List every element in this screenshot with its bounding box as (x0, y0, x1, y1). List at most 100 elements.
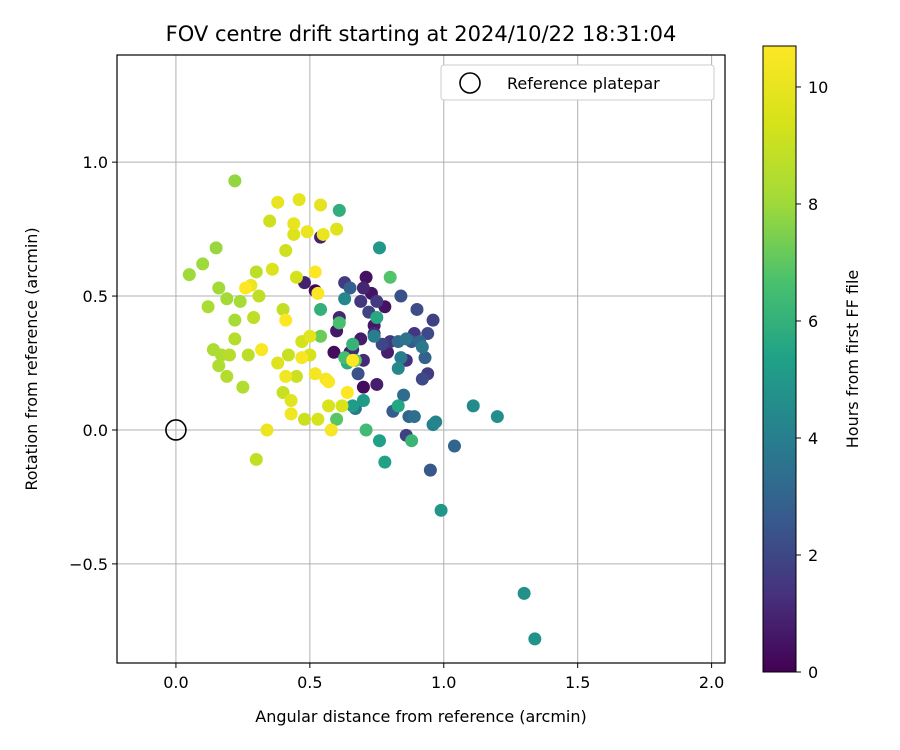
plot-area: 0.0 0.5 1.0 1.5 2.0 −0.5 0.0 0.5 1.0 (69, 54, 726, 692)
colorbar-tick-label: 8 (808, 195, 818, 214)
data-point (284, 394, 298, 408)
data-point (423, 463, 437, 477)
data-point (311, 412, 325, 426)
data-point (367, 329, 381, 343)
data-point (340, 385, 354, 399)
data-point (201, 300, 215, 314)
scatter-points (182, 174, 542, 646)
data-point (359, 423, 373, 437)
colorbar-tick-label: 2 (808, 546, 818, 565)
y-tick-label: −0.5 (69, 555, 108, 574)
data-point (335, 399, 349, 413)
data-point (415, 372, 429, 386)
data-point (295, 351, 309, 365)
data-point (292, 193, 306, 207)
y-axis-label: Rotation from reference (arcmin) (22, 227, 41, 490)
data-point (314, 198, 328, 212)
data-point (228, 174, 242, 188)
data-point (276, 385, 290, 399)
data-point (222, 348, 236, 362)
data-point (324, 423, 338, 437)
x-axis-ticks: 0.0 0.5 1.0 1.5 2.0 (163, 663, 724, 692)
data-point (255, 343, 269, 357)
data-point (429, 415, 443, 429)
data-point (287, 227, 301, 241)
data-point (356, 380, 370, 394)
x-tick-label: 0.5 (297, 673, 322, 692)
data-point (415, 340, 429, 354)
data-point (271, 356, 285, 370)
data-point (383, 270, 397, 284)
data-point (297, 412, 311, 426)
data-point (279, 244, 293, 258)
colorbar-tick-label: 6 (808, 312, 818, 331)
data-point (228, 332, 242, 346)
data-point (356, 394, 370, 408)
data-point (289, 369, 303, 383)
data-point (249, 265, 263, 279)
data-point (314, 329, 328, 343)
colorbar-tick-label: 0 (808, 663, 818, 682)
legend-label: Reference platepar (507, 74, 660, 93)
data-point (346, 337, 360, 351)
reference-platepar-marker (165, 419, 187, 441)
legend-box (440, 64, 715, 101)
data-point (418, 351, 432, 365)
data-point (279, 369, 293, 383)
colorbar: 0 2 4 6 8 10 Hours from first FF file (762, 45, 862, 682)
data-point (252, 289, 266, 303)
data-point (370, 377, 384, 391)
data-point (228, 313, 242, 327)
y-tick-label: 1.0 (83, 153, 108, 172)
data-point (332, 316, 346, 330)
data-point (528, 632, 542, 646)
data-point (212, 281, 226, 295)
data-point (375, 337, 389, 351)
data-point (303, 329, 317, 343)
data-point (466, 399, 480, 413)
data-point (394, 289, 408, 303)
data-point (239, 281, 253, 295)
data-point (370, 294, 384, 308)
y-tick-label: 0.5 (83, 287, 108, 306)
data-point (260, 423, 274, 437)
data-point (330, 222, 344, 236)
colorbar-label: Hours from first FF file (843, 270, 862, 449)
data-point (332, 203, 346, 217)
data-point (308, 265, 322, 279)
data-point (316, 227, 330, 241)
x-tick-label: 1.5 (565, 673, 590, 692)
x-tick-label: 1.0 (431, 673, 456, 692)
data-point (249, 452, 263, 466)
data-point (287, 217, 301, 231)
chart-title: FOV centre drift starting at 2024/10/22 … (166, 22, 677, 46)
data-point (338, 292, 352, 306)
data-point (311, 286, 325, 300)
y-axis-ticks: −0.5 0.0 0.5 1.0 (69, 153, 117, 574)
y-tick-label: 0.0 (83, 421, 108, 440)
data-point (346, 399, 360, 413)
x-tick-label: 2.0 (699, 673, 724, 692)
data-point (209, 241, 223, 255)
data-point (351, 367, 365, 381)
data-point (196, 257, 210, 271)
data-point (372, 434, 386, 448)
data-point (394, 351, 408, 365)
data-point (407, 410, 421, 424)
colorbar-tick-label: 10 (808, 78, 828, 97)
data-point (421, 327, 435, 341)
data-point (378, 455, 392, 469)
data-point (308, 367, 322, 381)
data-point (281, 348, 295, 362)
data-point (343, 281, 357, 295)
data-point (271, 195, 285, 209)
data-point (276, 302, 290, 316)
data-point (447, 439, 461, 453)
data-point (354, 294, 368, 308)
legend-marker-icon (459, 72, 481, 94)
data-point (434, 503, 448, 517)
data-point (220, 292, 234, 306)
x-axis-label: Angular distance from reference (arcmin) (255, 707, 586, 726)
data-point (220, 369, 234, 383)
